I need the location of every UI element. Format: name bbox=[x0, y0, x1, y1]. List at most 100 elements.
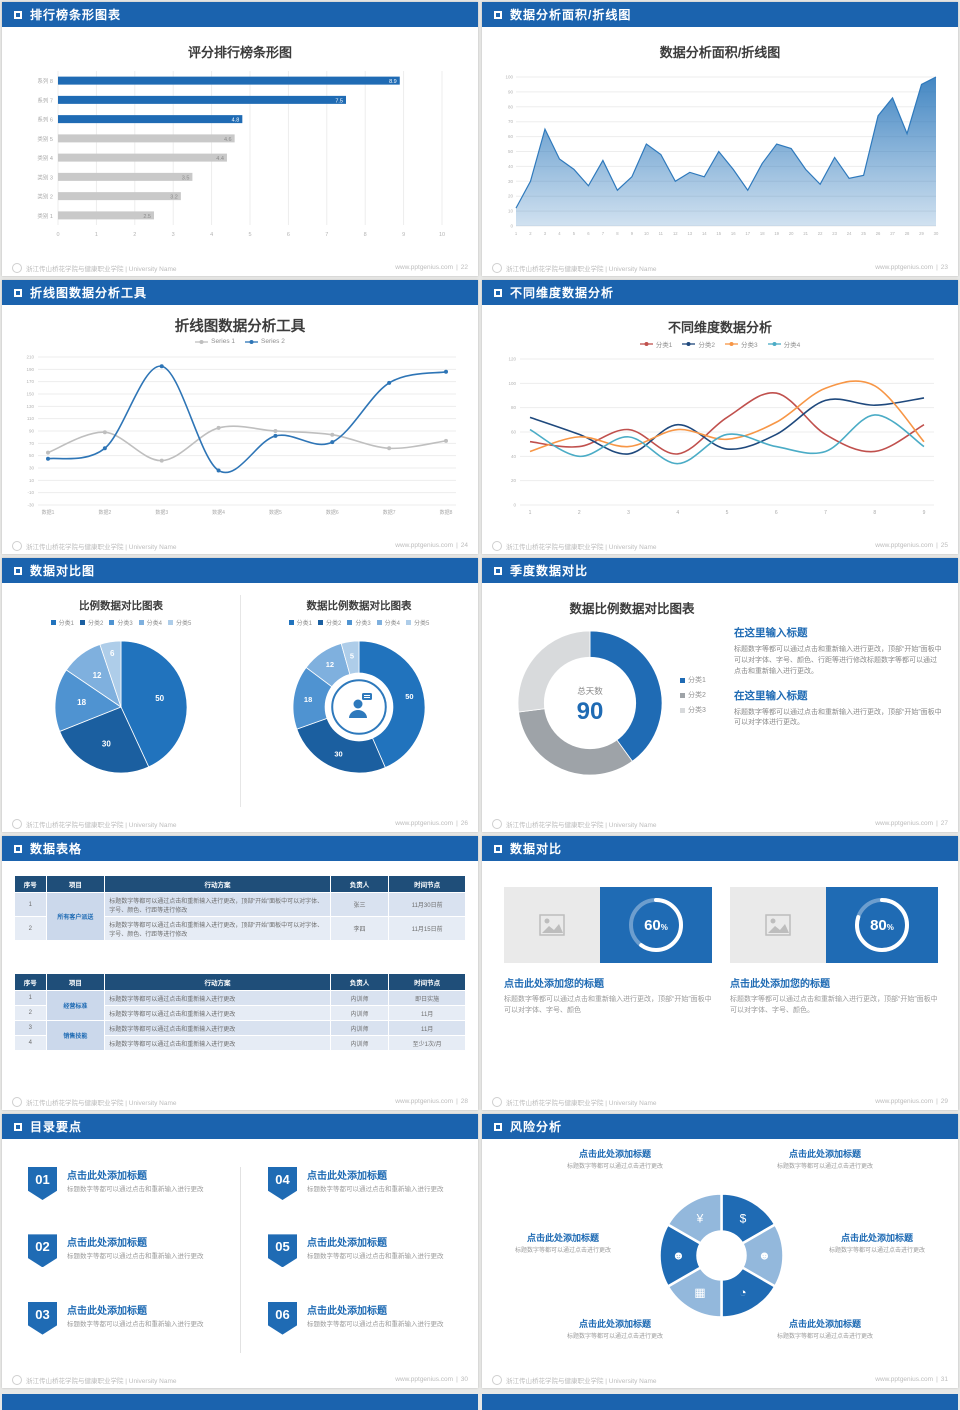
slide-footer: 浙江传山桥花学院与健康职业学院 | University Name www.ppt… bbox=[482, 259, 958, 276]
slide-header-title: 数据对比 bbox=[510, 842, 563, 856]
cell: 内训师 bbox=[329, 990, 390, 1006]
chart-title: 数据比例数据对比图表 bbox=[306, 600, 412, 612]
legend-item: 分类1 bbox=[680, 675, 706, 685]
slide-quarter-compare[interactable]: 季度数据对比 数据比例数据对比图表 总天数 90 分类1 分类2 分类3 在这里输入标… bbox=[482, 558, 958, 832]
slide-body: 60% 点击此处添加您的标题 标题数字等都可以通过点击和重新输入进行更改，顶部“… bbox=[482, 861, 958, 1093]
svg-text:170: 170 bbox=[26, 379, 34, 384]
footer-page-number: 27 bbox=[940, 820, 948, 827]
university-logo-icon bbox=[12, 1096, 22, 1107]
svg-text:10: 10 bbox=[29, 478, 35, 483]
slide-header-title: 数据表格 bbox=[30, 842, 83, 856]
chart-title: 评分排行榜条形图 bbox=[187, 45, 292, 60]
svg-text:13: 13 bbox=[687, 231, 692, 236]
slide-toc[interactable]: 目录要点 01 点击此处添加标题 标题数字等都可以通过点击和重新输入进行更改 02 点… bbox=[2, 1114, 478, 1388]
svg-text:系列 6: 系列 6 bbox=[37, 116, 53, 124]
slide-footer: 浙江传山桥花学院与健康职业学院 | University Name www.ppt… bbox=[482, 1093, 958, 1110]
svg-text:5: 5 bbox=[350, 651, 354, 660]
card-boxes: 60% bbox=[504, 887, 712, 963]
slide-header: 数据对比图 bbox=[2, 558, 478, 583]
svg-text:4.8: 4.8 bbox=[232, 118, 240, 124]
table-row: 4 标题数字等都可以通过点击和重新输入进行更改 内训师 至少1次/月 bbox=[14, 1035, 466, 1051]
slide-footer: 浙江传山桥花学院与健康职业学院 | University Name www.ppt… bbox=[482, 815, 958, 832]
toc-text: 标题数字等都可以通过点击和重新输入进行更改 bbox=[67, 1320, 204, 1328]
column-header: 负责人 bbox=[329, 875, 390, 893]
toc-item[interactable]: 02 点击此处添加标题 标题数字等都可以通过点击和重新输入进行更改 bbox=[28, 1226, 212, 1293]
svg-text:50: 50 bbox=[155, 694, 164, 703]
svg-text:8.9: 8.9 bbox=[389, 79, 397, 85]
footer-page-number: 31 bbox=[940, 1376, 948, 1383]
chart-title: 折线图数据分析工具 bbox=[174, 319, 306, 335]
svg-text:类别 2: 类别 2 bbox=[37, 193, 53, 201]
legend-item: 分类5 bbox=[406, 618, 429, 627]
slide-body: 数据分析面积/折线图 0 10 20 30 40 50 60 70 80 90 100 1 2 3 4 5 6 7… bbox=[482, 27, 958, 259]
progress-ring-80: 80% bbox=[850, 893, 914, 957]
slide-ranking-bar-chart[interactable]: 排行榜条形图表 评分排行榜条形图 0 1 2 3 4 5 6 7 8 9 10 系列 8 8.9 系列 7… bbox=[2, 2, 478, 276]
legend-item: 分类1 bbox=[639, 339, 672, 349]
svg-text:90: 90 bbox=[29, 429, 35, 434]
svg-text:17: 17 bbox=[745, 231, 750, 236]
chart-legend: 分类1 分类2 分类3 分类4 bbox=[482, 339, 958, 349]
svg-text:80: 80 bbox=[508, 104, 514, 109]
svg-text:9: 9 bbox=[631, 231, 634, 236]
svg-text:21: 21 bbox=[803, 231, 808, 236]
chart-title: 不同维度数据分析 bbox=[667, 320, 772, 335]
svg-text:☻: ☻ bbox=[672, 1249, 685, 1263]
svg-text:7.5: 7.5 bbox=[335, 98, 343, 104]
slide-percent-compare[interactable]: 数据对比 60% 点击此处添加您的标题 标题数字等都可以通过点击和重新输入进行更… bbox=[482, 836, 958, 1110]
slide-header: 不同维度数据分析 bbox=[482, 280, 958, 305]
risk-label-text: 标题数字等都可以通过点击进行更改 bbox=[828, 1248, 925, 1254]
svg-text:4: 4 bbox=[558, 231, 561, 236]
svg-text:0: 0 bbox=[56, 232, 59, 238]
footer-page-number: 22 bbox=[460, 264, 468, 271]
svg-text:12: 12 bbox=[93, 671, 102, 680]
svg-text:14: 14 bbox=[702, 231, 707, 236]
slide-risk-analysis[interactable]: 风险分析 $ ☻ ◔ ▦ ☻ ¥ 点击此处添加标题 标题数字等都可以通过点击进行更改 点击此… bbox=[482, 1114, 958, 1388]
card-title: 点击此处添加您的标题 bbox=[730, 979, 830, 990]
slide-data-tables[interactable]: 数据表格 序号 项目 行动方案 负责人 时间节点 1 所有客户派送 标题数字等都… bbox=[2, 836, 478, 1110]
toc-item[interactable]: 06 点击此处添加标题 标题数字等都可以通过点击和重新输入进行更改 bbox=[268, 1294, 452, 1361]
svg-text:▦: ▦ bbox=[694, 1286, 705, 1300]
column-header: 序号 bbox=[14, 875, 47, 893]
slide-header: 折线图数据分析工具 bbox=[2, 280, 478, 305]
slide-footer: 浙江传山桥花学院与健康职业学院 | University Name www.ppt… bbox=[2, 1371, 478, 1388]
svg-text:1: 1 bbox=[95, 232, 98, 238]
svg-text:数据6: 数据6 bbox=[326, 509, 339, 516]
toc-item[interactable]: 01 点击此处添加标题 标题数字等都可以通过点击和重新输入进行更改 bbox=[28, 1159, 212, 1226]
toc-item[interactable]: 04 点击此处添加标题 标题数字等都可以通过点击和重新输入进行更改 bbox=[268, 1159, 452, 1226]
column-header: 负责人 bbox=[329, 973, 390, 991]
toc-text: 标题数字等都可以通过点击和重新输入进行更改 bbox=[67, 1253, 204, 1261]
svg-text:60%: 60% bbox=[644, 917, 668, 934]
svg-text:50: 50 bbox=[405, 692, 413, 701]
risk-label: 点击此处添加标题 标题数字等都可以通过点击进行更改 bbox=[540, 1317, 690, 1341]
table-row: 2 标题数字等都可以通过点击和重新输入进行更改 内训师 11月 bbox=[14, 1005, 466, 1021]
university-logo-icon bbox=[12, 262, 22, 273]
slide-header-title: 风险分析 bbox=[510, 1120, 563, 1134]
number-badge: 04 bbox=[268, 1167, 297, 1200]
slide-area-chart[interactable]: 数据分析面积/折线图 数据分析面积/折线图 0 10 20 30 40 50 60 70 80 9… bbox=[482, 2, 958, 276]
svg-text:110: 110 bbox=[27, 416, 35, 421]
risk-label-title: 点击此处添加标题 bbox=[840, 1233, 913, 1243]
svg-text:2: 2 bbox=[529, 231, 532, 236]
footer-university: 浙江传山桥花学院与健康职业学院 | University Name bbox=[506, 1377, 657, 1385]
svg-text:60: 60 bbox=[511, 430, 517, 435]
svg-text:4.4: 4.4 bbox=[216, 156, 224, 162]
column-header: 项目 bbox=[45, 875, 106, 893]
toc-item[interactable]: 03 点击此处添加标题 标题数字等都可以通过点击和重新输入进行更改 bbox=[28, 1294, 212, 1361]
column-header: 时间节点 bbox=[388, 875, 466, 893]
svg-text:30: 30 bbox=[334, 750, 342, 759]
toc-text: 标题数字等都可以通过点击和重新输入进行更改 bbox=[307, 1186, 444, 1193]
total-days-donut-chart: 总天数 90 bbox=[514, 627, 666, 779]
svg-text:90: 90 bbox=[577, 698, 604, 725]
risk-label-text: 标题数字等都可以通过点击进行更改 bbox=[776, 1334, 873, 1340]
number-badge: 03 bbox=[28, 1301, 57, 1335]
slide-multi-line[interactable]: 不同维度数据分析 不同维度数据分析 分类1 分类2 分类3 分类4 120 100 80 6… bbox=[482, 280, 958, 554]
slide-pie-compare[interactable]: 数据对比图 比例数据对比图表 分类1 分类2 分类3 分类4 分类5 50 30 18 12 6… bbox=[2, 558, 478, 832]
svg-text:3.5: 3.5 bbox=[182, 175, 190, 181]
footer-site: www.pptgenius.com bbox=[875, 1098, 934, 1105]
svg-text:3.2: 3.2 bbox=[170, 195, 178, 201]
toc-item[interactable]: 05 点击此处添加标题 标题数字等都可以通过点击和重新输入进行更改 bbox=[268, 1226, 452, 1293]
svg-text:150: 150 bbox=[26, 392, 34, 397]
slide-line-tool[interactable]: 折线图数据分析工具 折线图数据分析工具 Series 1 Series 2 210… bbox=[2, 280, 478, 554]
footer-separator: | bbox=[456, 1376, 458, 1383]
slide-header-title: 折线图数据分析工具 bbox=[30, 286, 148, 300]
